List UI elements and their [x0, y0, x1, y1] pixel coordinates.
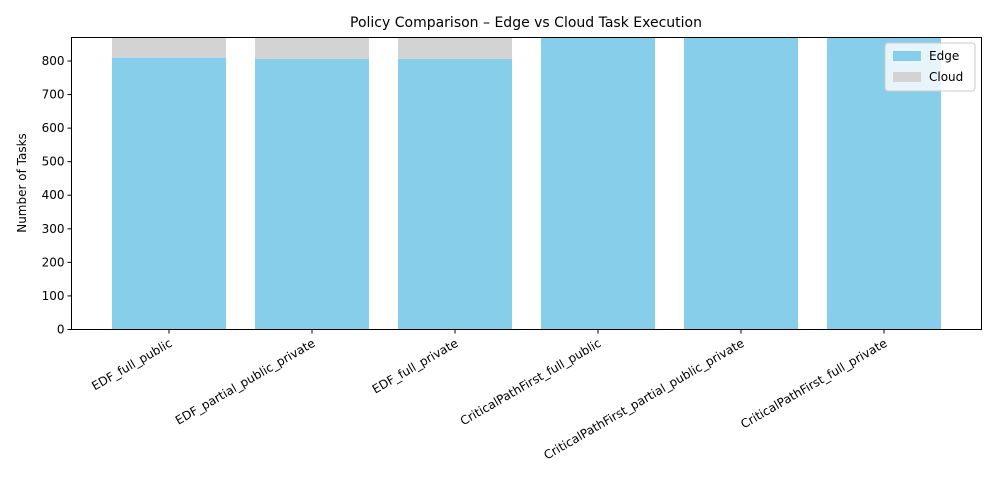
- bars-group: [112, 37, 941, 330]
- y-tick-label: 200: [42, 255, 65, 269]
- legend: Edge Cloud: [884, 42, 976, 92]
- y-tick-label: 300: [42, 222, 65, 236]
- bar-edge-CriticalPathFirst_full_public: [541, 37, 655, 330]
- y-tick-label: 400: [42, 188, 65, 202]
- bar-cloud-EDF_partial_public_private: [255, 37, 369, 59]
- y-axis: 0 100 200 300 400 500 600 700 800: [42, 54, 72, 337]
- y-axis-label: Number of Tasks: [15, 133, 29, 233]
- y-tick-label: 500: [42, 155, 65, 169]
- y-tick-label: 100: [42, 289, 65, 303]
- bar-edge-EDF_partial_public_private: [255, 58, 369, 330]
- chart-title: Policy Comparison – Edge vs Cloud Task E…: [350, 15, 702, 31]
- y-tick-label: 800: [42, 54, 65, 68]
- x-tick-label: EDF_full_public: [89, 336, 174, 393]
- legend-label-edge: Edge: [929, 49, 959, 63]
- y-tick-label: 0: [57, 323, 65, 337]
- y-tick-label: 600: [42, 121, 65, 135]
- x-tick-label: CriticalPathFirst_full_private: [738, 336, 889, 431]
- x-tick-label: CriticalPathFirst_full_public: [458, 336, 604, 428]
- plot-frame: [71, 37, 982, 330]
- bar-edge-CriticalPathFirst_partial_public_private: [684, 37, 798, 330]
- bar-edge-EDF_full_public: [112, 57, 226, 330]
- legend-label-cloud: Cloud: [929, 70, 963, 84]
- bar-cloud-EDF_full_private: [398, 37, 512, 59]
- x-axis: EDF_full_publicEDF_partial_public_privat…: [89, 329, 890, 462]
- legend-swatch-edge: [893, 51, 921, 61]
- x-tick-label: EDF_full_private: [370, 336, 461, 396]
- bar-cloud-EDF_full_public: [112, 37, 226, 58]
- y-tick-label: 700: [42, 88, 65, 102]
- legend-swatch-cloud: [893, 72, 921, 82]
- x-tick-label: EDF_partial_public_private: [173, 336, 318, 428]
- bar-edge-EDF_full_private: [398, 58, 512, 330]
